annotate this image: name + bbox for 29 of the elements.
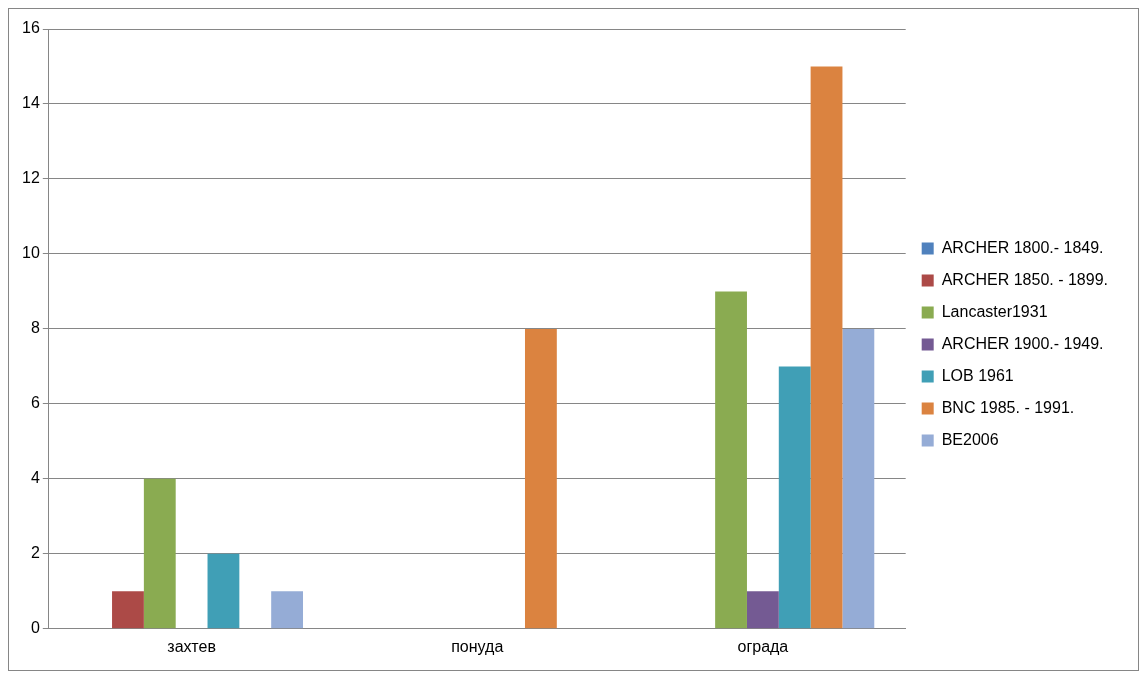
bar: [778, 366, 811, 629]
bar: [524, 328, 557, 629]
x-tick-label: захтев: [167, 637, 216, 655]
bar: [746, 591, 779, 629]
y-tick-label: 6: [30, 394, 40, 412]
legend-label: ARCHER 1900.- 1949.: [941, 334, 1104, 352]
bar: [810, 66, 843, 629]
legend-label: Lancaster1931: [941, 302, 1048, 320]
x-tick-label: понуда: [451, 637, 504, 655]
legend-label: LOB 1961: [941, 366, 1014, 384]
legend-label: ARCHER 1800.- 1849.: [941, 238, 1104, 256]
legend-label: BNC 1985. - 1991.: [941, 398, 1075, 416]
bar: [271, 591, 304, 629]
y-tick-label: 4: [30, 469, 40, 487]
bar: [715, 291, 747, 629]
y-tick-label: 0: [30, 619, 40, 637]
y-tick-label: 14: [22, 94, 40, 112]
legend-label: ARCHER 1850. - 1899.: [941, 270, 1109, 288]
y-tick-label: 2: [30, 544, 40, 562]
y-tick-label: 8: [30, 319, 40, 337]
x-tick-label: ограда: [737, 637, 789, 655]
bar: [143, 478, 176, 629]
y-tick-label: 12: [22, 169, 40, 187]
bar: [842, 328, 875, 629]
y-tick-label: 16: [22, 19, 40, 37]
bar: [112, 591, 144, 629]
y-tick-label: 10: [22, 244, 40, 262]
bar: [207, 553, 240, 629]
legend-label: BE2006: [941, 430, 999, 448]
